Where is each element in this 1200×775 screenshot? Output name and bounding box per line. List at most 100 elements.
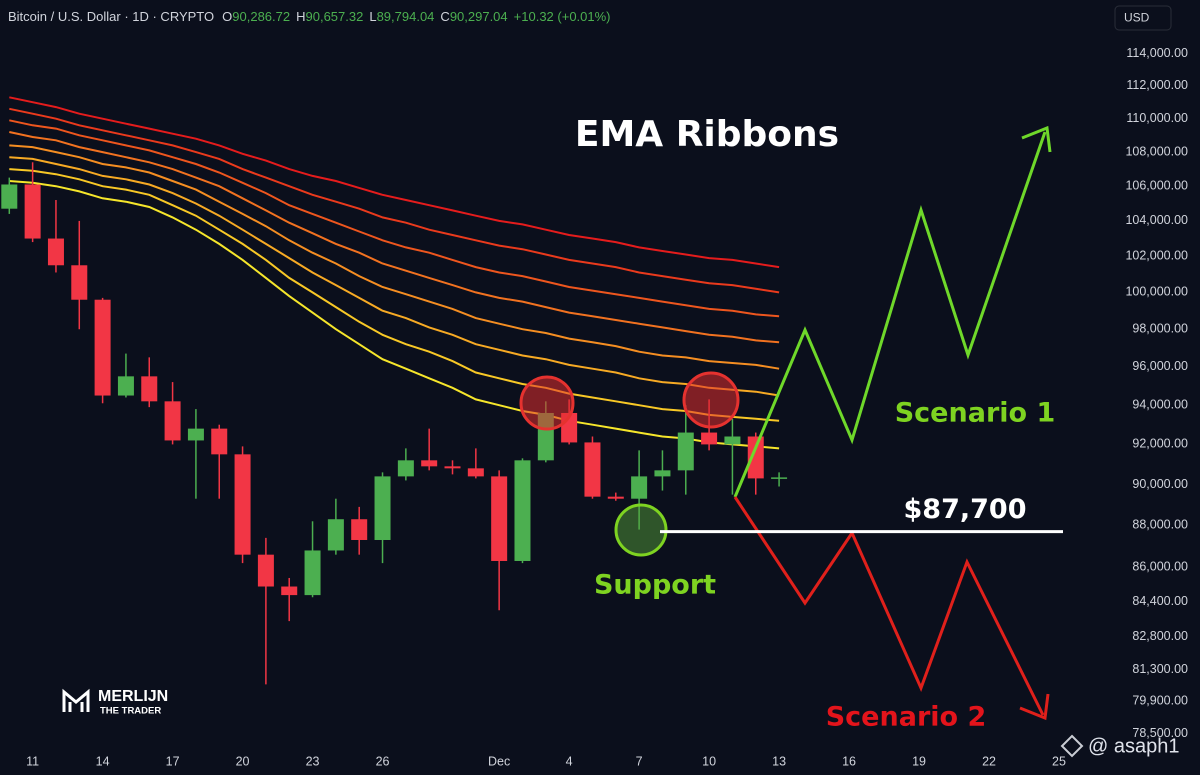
candle-body (351, 519, 368, 540)
ohlc-value: 89,794.04 (377, 9, 435, 24)
x-tick-label: 4 (566, 754, 573, 768)
ema-ribbon-line (9, 119, 780, 318)
candle-body (47, 238, 64, 266)
candle-body (397, 460, 414, 477)
y-tick-label: 104,000.00 (1125, 213, 1188, 227)
candle-body (117, 376, 134, 396)
candle-body (1, 184, 18, 209)
x-tick-label: 25 (1052, 754, 1066, 768)
plot-area (1, 96, 788, 685)
ohlc-value: 90,286.72 (232, 9, 290, 24)
candle-body (771, 477, 788, 479)
symbol: Bitcoin / U.S. Dollar · 1D · CRYPTO (8, 9, 214, 24)
credit: @ asaph1 (1060, 734, 1179, 758)
x-tick-label: 11 (26, 754, 39, 768)
candle-body (71, 265, 88, 300)
candle-body (491, 476, 508, 561)
y-tick-label: 90,000.00 (1132, 477, 1188, 491)
scenario-2-label: Scenario 2 (826, 702, 987, 733)
symbol-header: Bitcoin / U.S. Dollar · 1D · CRYPTO O90,2… (8, 9, 611, 24)
candle-body (584, 442, 601, 497)
x-tick-label: 16 (842, 754, 856, 768)
ema-ribbon-line (9, 96, 780, 269)
x-tick-label: 19 (912, 754, 926, 768)
candle-body (257, 554, 274, 587)
ema-ribbon-line (9, 180, 780, 450)
y-tick-label: 114,000.00 (1126, 46, 1188, 60)
candle-body (654, 470, 671, 477)
y-tick-label: 92,000.00 (1132, 437, 1188, 451)
y-tick-label: 106,000.00 (1125, 178, 1188, 192)
x-tick-label: 7 (636, 754, 643, 768)
support-circle (614, 503, 668, 557)
resistance-circle (682, 371, 740, 429)
candle-body (374, 476, 391, 540)
candle-body (141, 376, 158, 402)
x-tick-label: 22 (982, 754, 996, 768)
x-tick-label: Dec (488, 754, 510, 768)
watermark-subtitle: THE TRADER (100, 706, 161, 717)
change: +10.32 (+0.01%) (514, 9, 611, 24)
y-tick-label: 82,800.00 (1132, 629, 1188, 643)
x-tick-label: 26 (376, 754, 390, 768)
watermark: MERLIJN THE TRADER (62, 688, 168, 717)
support-level-label: $87,700 (904, 494, 1027, 525)
ema-ribbon-line (9, 168, 780, 422)
candle-body (444, 466, 461, 469)
ohlc-key: O (222, 9, 232, 24)
x-tick-label: 23 (306, 754, 320, 768)
y-tick-label: 110,000.00 (1126, 111, 1188, 125)
ohlc-value: 90,297.04 (450, 9, 508, 24)
y-tick-label: 84,400.00 (1132, 594, 1188, 608)
y-tick-label: 81,300.00 (1132, 662, 1188, 676)
candle-body (164, 401, 181, 441)
candle-body (281, 586, 298, 596)
y-tick-label: 94,000.00 (1132, 398, 1188, 412)
resistance-circle (519, 375, 575, 431)
candle-body (724, 436, 741, 445)
candle-body (747, 436, 764, 479)
candle-body (234, 454, 251, 555)
candle-body (607, 496, 624, 499)
candle-body (701, 432, 718, 445)
candle-body (514, 460, 531, 561)
scenario-2-path (733, 496, 1045, 716)
x-tick-label: 20 (236, 754, 250, 768)
currency-label[interactable]: USD (1124, 11, 1150, 25)
x-tick-label: 14 (96, 754, 110, 768)
candle-body (94, 299, 111, 396)
candle-body (24, 184, 41, 239)
y-tick-label: 112,000.00 (1126, 78, 1188, 92)
currency-button[interactable] (1114, 5, 1172, 31)
ohlc-value: 90,657.32 (306, 9, 364, 24)
ohlc-key: L (369, 9, 376, 24)
y-tick-label: 108,000.00 (1125, 144, 1188, 158)
ohlc-key: C (440, 9, 449, 24)
scenario-1-label: Scenario 1 (895, 398, 1056, 429)
support-label: Support (594, 570, 716, 601)
x-tick-label: 10 (702, 754, 716, 768)
y-tick-label: 102,000.00 (1125, 249, 1188, 263)
watermark-name: MERLIJN (98, 688, 168, 705)
scenario-1-path (733, 131, 1047, 498)
y-tick-label: 96,000.00 (1132, 359, 1188, 373)
candle-body (211, 428, 228, 455)
credit-icon (1060, 734, 1084, 758)
y-tick-label: 98,000.00 (1132, 322, 1188, 336)
scenario-1-arrowhead (1021, 125, 1052, 153)
watermark-logo (62, 688, 90, 712)
candle-body (187, 428, 204, 441)
scenario-2-arrowhead (1019, 693, 1050, 721)
y-tick-label: 79,900.00 (1132, 694, 1188, 708)
candle-body (631, 476, 648, 499)
y-tick-label: 78,500.00 (1132, 726, 1188, 740)
candle-body (304, 550, 321, 596)
chart-title: EMA Ribbons (575, 114, 839, 155)
x-tick-label: 13 (772, 754, 786, 768)
candle-body (677, 432, 694, 471)
x-tick-label: 17 (166, 754, 180, 768)
ema-ribbon-line (9, 144, 780, 370)
